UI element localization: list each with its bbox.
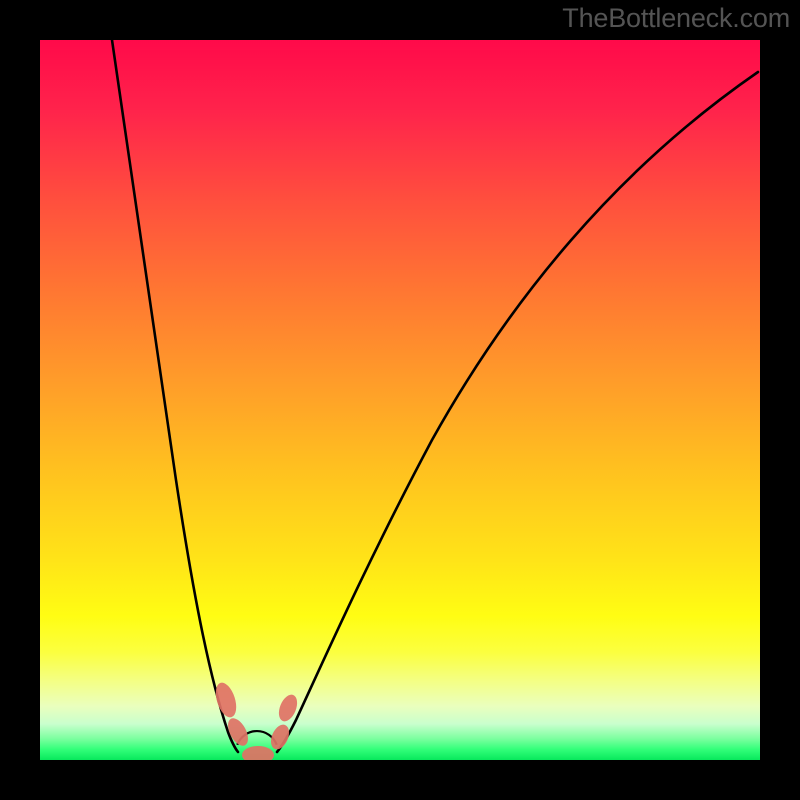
plot-gradient (40, 40, 760, 760)
watermark-text: TheBottleneck.com (562, 3, 790, 34)
chart-stage: TheBottleneck.com (0, 0, 800, 800)
chart-svg (0, 0, 800, 800)
